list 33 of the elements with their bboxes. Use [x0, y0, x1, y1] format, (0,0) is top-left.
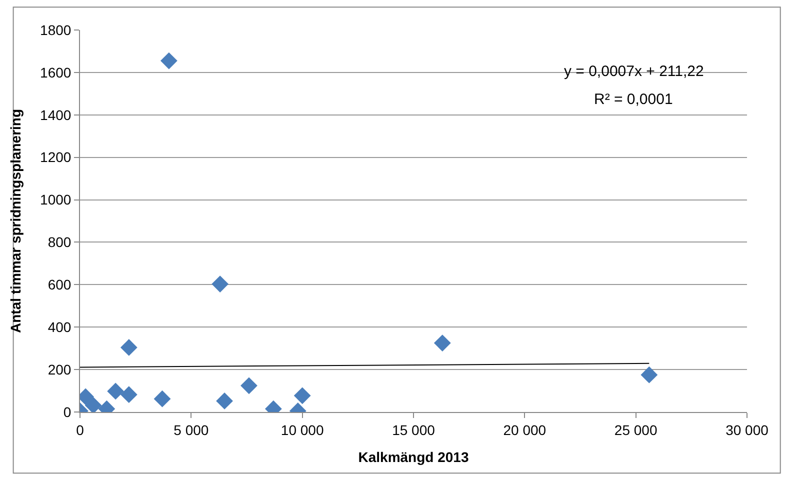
y-tick-label: 200: [48, 361, 72, 378]
x-tick-label: 0: [76, 422, 84, 438]
point: [160, 52, 178, 70]
x-tick-label: 15 000: [392, 422, 436, 438]
x-tick-label: 25 000: [614, 422, 658, 438]
point: [294, 387, 311, 404]
point: [120, 386, 138, 404]
y-tick-label: 1800: [40, 22, 72, 38]
point: [640, 366, 658, 384]
y-tick-label: 1600: [40, 64, 72, 80]
y-tick-label: 800: [48, 234, 72, 250]
point: [434, 334, 451, 352]
y-axis-title: Antal timmar spridningsplanering: [8, 108, 24, 334]
point: [154, 390, 171, 408]
point: [84, 396, 102, 412]
point: [216, 392, 233, 410]
x-tick-label: 30 000: [726, 422, 769, 438]
y-tick-label: 1200: [40, 149, 72, 166]
x-tick-label: 10 000: [280, 422, 324, 438]
point: [212, 276, 229, 292]
y-tick-label: 600: [48, 276, 72, 293]
annotation: y = 0,0007x + 211,22: [564, 63, 704, 80]
y-tick-label: 400: [48, 319, 72, 336]
point: [107, 382, 124, 400]
point: [240, 377, 258, 394]
y-tick-label: 0: [63, 404, 72, 420]
point: [120, 339, 138, 356]
x-axis-title: Kalkmängd 2013: [358, 449, 469, 466]
x-tick-label: 20 000: [503, 422, 546, 438]
y-tick-label: 1400: [40, 106, 72, 123]
x-tick-label: 5 000: [174, 422, 209, 438]
annotation: R² = 0,0001: [594, 91, 673, 108]
y-tick-label: 1000: [40, 192, 72, 208]
